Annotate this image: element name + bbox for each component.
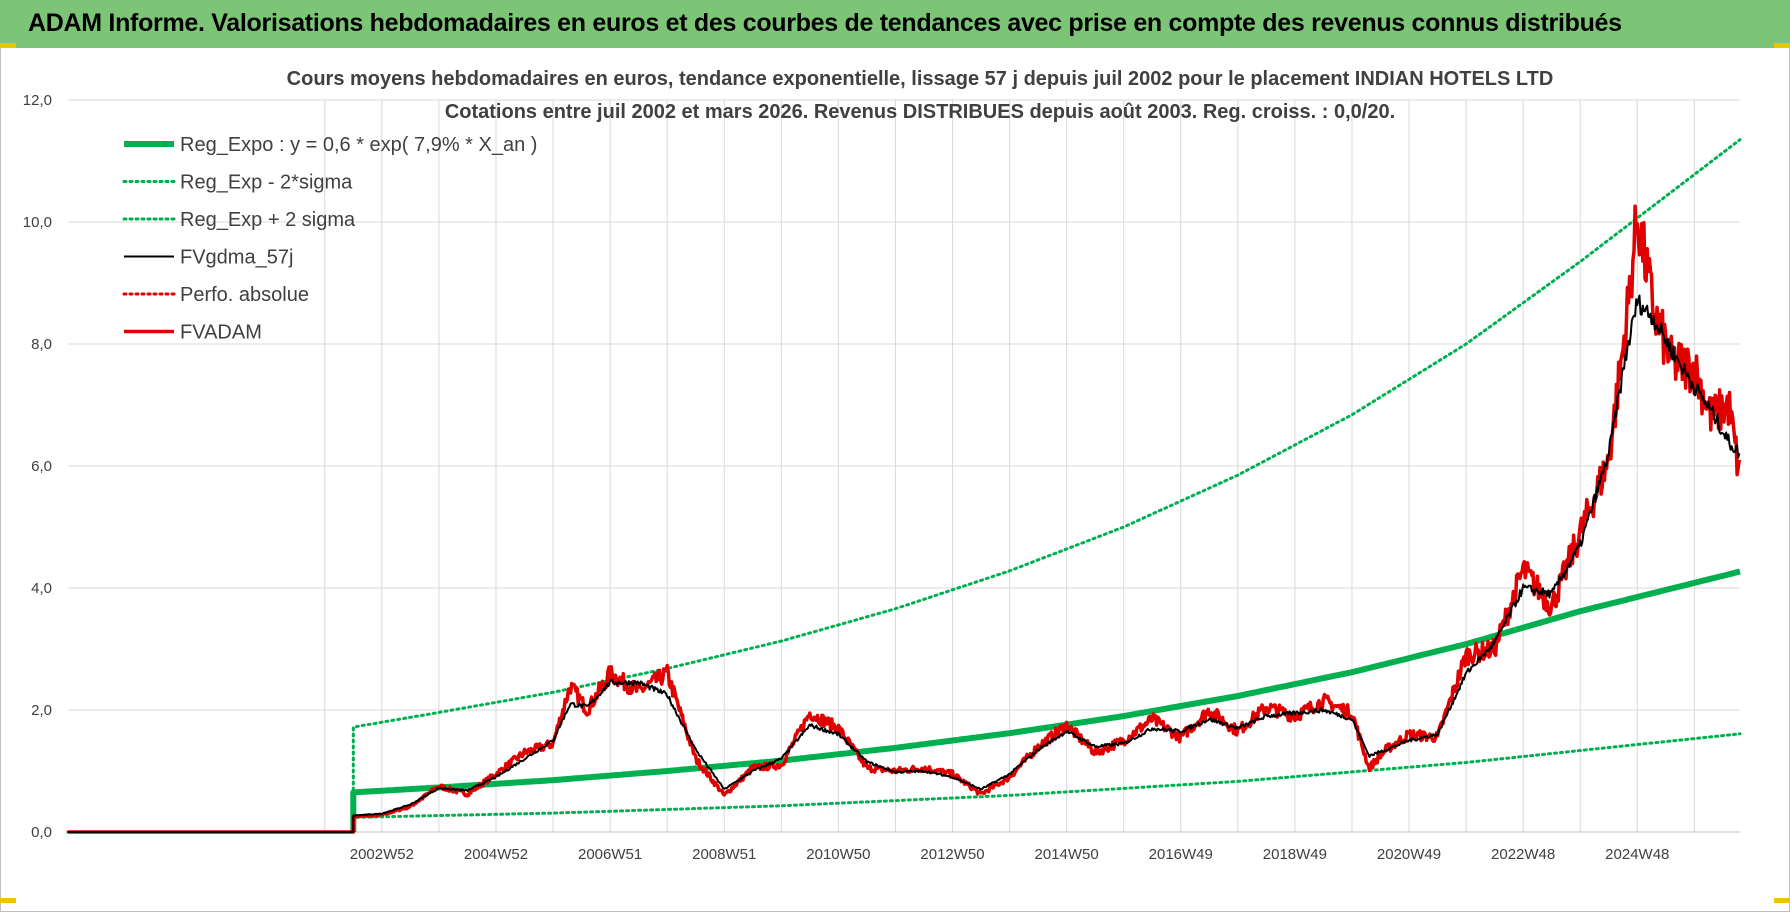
legend-label: FVADAM xyxy=(180,322,262,344)
x-tick-label: 2008W51 xyxy=(692,846,756,863)
y-tick-label: 6,0 xyxy=(31,458,52,475)
chart-title: Cours moyens hebdomadaires en euros, ten… xyxy=(287,68,1554,90)
legend-label: Perfo. absolue xyxy=(180,284,309,306)
series-reg-exp-minus-2sigma xyxy=(351,732,1742,834)
y-tick-label: 0,0 xyxy=(31,824,52,841)
legend: Reg_Expo : y = 0,6 * exp( 7,9% * X_an ) R… xyxy=(122,134,537,344)
series-reg-exp-plus-2sigma xyxy=(351,138,1742,834)
y-tick-label: 8,0 xyxy=(31,336,52,353)
x-tick-label: 2022W48 xyxy=(1491,846,1555,863)
y-tick-label: 12,0 xyxy=(23,92,52,109)
x-tick-label: 2010W50 xyxy=(806,846,870,863)
x-tick-label: 2016W49 xyxy=(1149,846,1213,863)
corner-mark xyxy=(1774,43,1790,48)
series-fvadam xyxy=(68,204,1742,834)
header-bar: ADAM Informe. Valorisations hebdomadaire… xyxy=(0,0,1790,48)
grid xyxy=(68,99,1740,833)
corner-mark xyxy=(0,898,16,903)
series-reg-expo xyxy=(350,568,1741,833)
x-tick-label: 2014W50 xyxy=(1035,846,1099,863)
chart-subtitle: Cotations entre juil 2002 et mars 2026. … xyxy=(445,101,1395,123)
y-tick-label: 2,0 xyxy=(31,702,52,719)
line-chart: 0,0 2,0 4,0 6,0 8,0 10,0 12,0 2002W52 2004W52 200… xyxy=(23,68,1742,863)
corner-mark xyxy=(0,43,16,48)
y-tick-label: 4,0 xyxy=(31,580,52,597)
y-tick-label: 10,0 xyxy=(23,214,52,231)
header-title: ADAM Informe. Valorisations hebdomadaire… xyxy=(28,9,1622,37)
axes: 0,0 2,0 4,0 6,0 8,0 10,0 12,0 2002W52 2004W52 200… xyxy=(23,92,1740,863)
x-tick-label: 2012W50 xyxy=(920,846,984,863)
legend-label: Reg_Exp + 2 sigma xyxy=(180,209,356,231)
x-tick-label: 2018W49 xyxy=(1263,846,1327,863)
series-fvgdma-57j xyxy=(68,294,1741,833)
legend-label: FVgdma_57j xyxy=(180,247,293,269)
x-tick-label: 2024W48 xyxy=(1605,846,1669,863)
series-layer xyxy=(66,138,1742,834)
x-tick-label: 2002W52 xyxy=(350,846,414,863)
x-tick-label: 2020W49 xyxy=(1377,846,1441,863)
corner-mark xyxy=(1774,898,1790,903)
x-tick-label: 2004W52 xyxy=(464,846,528,863)
legend-label: Reg_Exp - 2*sigma xyxy=(180,172,353,194)
legend-label: Reg_Expo : y = 0,6 * exp( 7,9% * X_an ) xyxy=(180,134,537,156)
x-tick-label: 2006W51 xyxy=(578,846,642,863)
